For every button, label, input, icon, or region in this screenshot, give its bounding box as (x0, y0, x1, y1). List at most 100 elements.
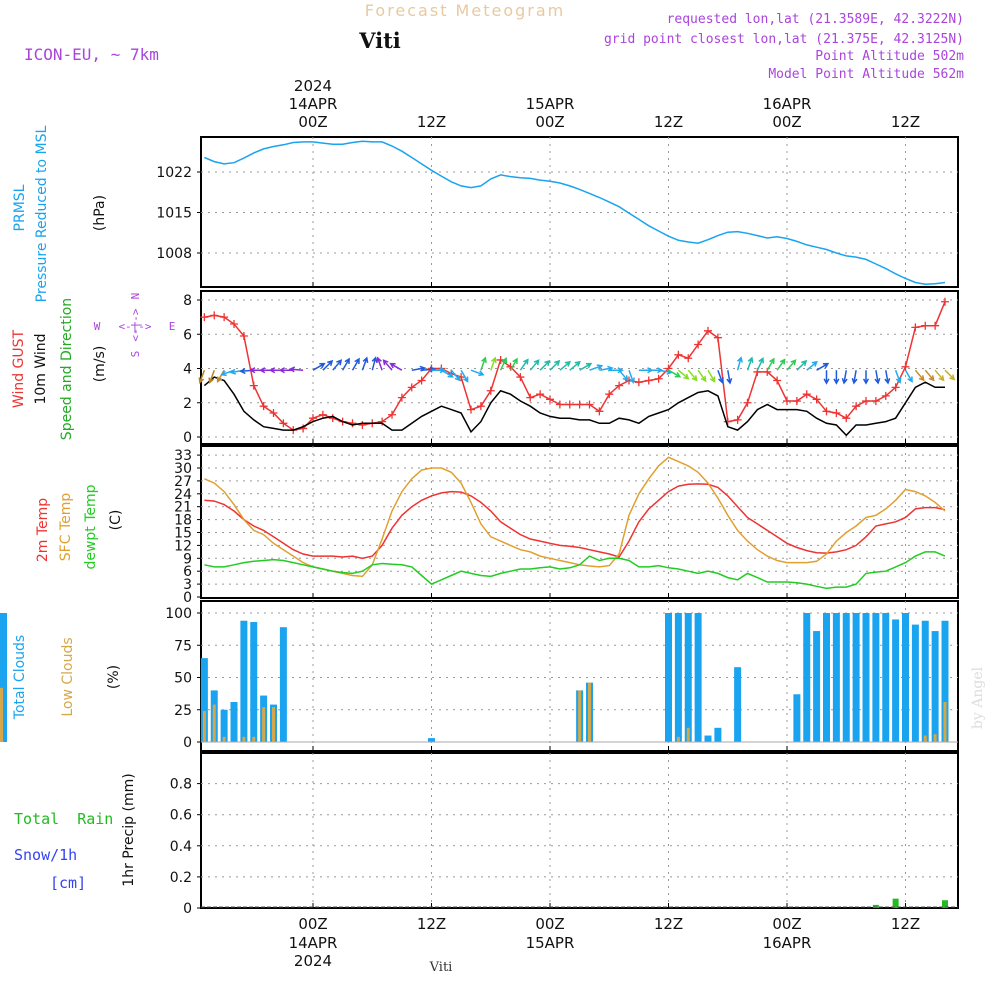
gust-marker (269, 409, 278, 418)
gust-marker (862, 397, 870, 406)
bottom-hour-label: 12Z (891, 915, 920, 933)
total-cloud-bar (674, 613, 682, 742)
wind-direction-arrow (851, 370, 858, 385)
grid-coords: grid point closest lon,lat (21.375E, 42.… (604, 32, 964, 47)
temp-ytick-label: 15 (174, 526, 192, 542)
gust-marker (773, 376, 782, 385)
wind-direction-arrow (450, 369, 461, 382)
compass-vertical: <-|-> (129, 308, 142, 341)
low-cloud-bar (222, 736, 226, 742)
gust-marker (852, 402, 861, 411)
temp-ytick-label: 0 (183, 590, 192, 606)
pressure-ytick-label: 1022 (156, 165, 192, 181)
wind-direction-arrow (717, 369, 724, 384)
gust-marker (279, 419, 288, 428)
temp-frame (200, 445, 959, 599)
wind-direction-arrow (841, 370, 848, 385)
total-cloud-bar (862, 613, 870, 742)
temp-ytick-label: 18 (174, 513, 192, 529)
top-hour-label: 00Z (298, 113, 327, 131)
wind-direction-arrow (707, 369, 716, 383)
wind-ytick-label: 8 (183, 293, 192, 309)
gust-marker (516, 373, 525, 382)
cloud-panel: 0 25 50 75 100 (0, 600, 959, 752)
top-hour-label: 00Z (772, 113, 801, 131)
bottom-hour-label: 12Z (417, 915, 446, 933)
wind-direction-arrow (470, 369, 485, 377)
wind-direction-arrow (628, 369, 635, 384)
banner-title: Forecast Meteogram (365, 1, 565, 20)
wind-direction-arrow (579, 362, 593, 371)
top-date-label: 16APR (763, 95, 812, 113)
top-hour-label: 12Z (891, 113, 920, 131)
gust-marker (743, 398, 752, 407)
gust-marker (467, 405, 475, 414)
low-cloud-bar (923, 735, 927, 742)
precip-labels: Total Rain Snow/1h [cm] 1hr Precip (mm) (14, 773, 137, 892)
pressure-line (204, 140, 946, 285)
cloud-ytick-label: 50 (174, 671, 192, 687)
total-cloud-bar (902, 613, 909, 742)
wind-direction-arrow (208, 369, 216, 384)
wind-direction-arrow (894, 369, 902, 384)
wind-ytick-label: 0 (183, 430, 192, 446)
compass-s: S (129, 351, 142, 358)
total-cloud-bar (921, 620, 929, 742)
gust-marker (239, 331, 248, 340)
gust-marker (615, 381, 624, 390)
low-cloud-bar (242, 736, 246, 742)
gust-marker (249, 381, 258, 390)
temp-unit: (C) (108, 510, 124, 531)
gust-marker (684, 354, 693, 363)
total-cloud-bar (694, 613, 702, 742)
top-hour-label: 12Z (417, 113, 446, 131)
wind-direction-arrow (371, 356, 378, 371)
gust-marker (476, 402, 485, 411)
total-cloud-bar (279, 627, 287, 742)
low-cloud-bar (262, 707, 266, 742)
bottom-hour-label: 00Z (772, 915, 801, 933)
bottom-hour-label: 12Z (654, 915, 683, 933)
sfc-temp-label: SFC Temp (58, 493, 74, 562)
precip-ytick-label: 0 (183, 901, 192, 917)
gust-marker (941, 297, 949, 306)
total-cloud-bar (240, 620, 248, 742)
gust-marker (664, 364, 673, 373)
gust-marker (832, 409, 841, 418)
low-cloud-bar (252, 736, 256, 742)
total-cloud-bar (813, 631, 821, 742)
wind-direction-arrow (589, 364, 604, 371)
credit-watermark: by Angel (970, 666, 986, 729)
compass-w: W (94, 320, 101, 333)
wind-unit: (m/s) (92, 346, 108, 383)
pressure-panel: 1008 1015 1022 (156, 136, 959, 288)
model-label: ICON-EU, ~ 7km (24, 45, 159, 64)
gust-marker (704, 326, 712, 335)
gust-marker (891, 383, 900, 392)
low-cloud-bar (272, 707, 275, 742)
low-cloud-bar (578, 690, 582, 742)
top-date-label: 15APR (526, 95, 575, 113)
wind-direction-arrow (816, 362, 830, 371)
low-cloud-label: Low Clouds (60, 637, 76, 716)
top-hour-label: 00Z (535, 113, 564, 131)
bottom-date-label: 14APR (289, 934, 338, 952)
total-cloud-bar (842, 613, 850, 742)
gust-marker (397, 393, 406, 402)
total-cloud-bar (872, 613, 880, 742)
t2m-label: 2m Temp (35, 498, 51, 562)
gust-marker (486, 386, 495, 395)
gust-marker (931, 321, 940, 330)
gust-marker (921, 321, 930, 330)
wind-direction-arrow (441, 369, 454, 378)
pressure-ytick-label: 1015 (156, 206, 192, 222)
wind-direction-arrow (618, 369, 629, 382)
wind-direction-arrow (529, 359, 540, 371)
gust-marker (881, 391, 890, 400)
model-altitude: Model Point Altitude 562m (768, 67, 964, 82)
compass-rose: W E <-|-> <-|-> N S (94, 293, 176, 358)
gust-marker (783, 397, 791, 406)
low-cloud-bar (676, 736, 680, 742)
